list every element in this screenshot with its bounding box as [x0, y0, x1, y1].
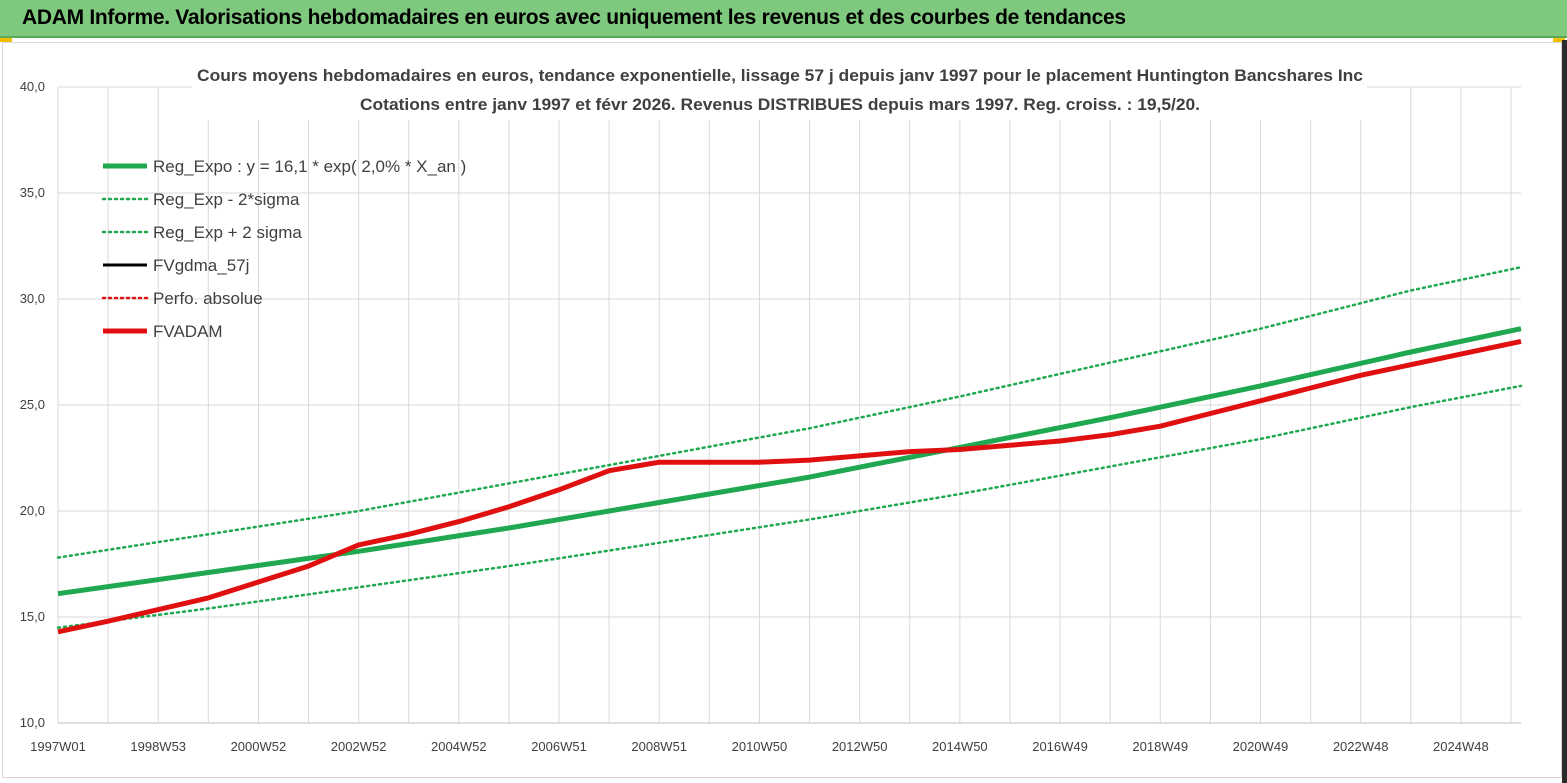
chart-title-line-1: Cours moyens hebdomadaires en euros, ten… — [197, 66, 1363, 85]
y-tick-label: 25,0 — [20, 397, 45, 412]
chart-title-line-2: Cotations entre janv 1997 et févr 2026. … — [360, 95, 1200, 114]
series-lines — [56, 265, 1523, 635]
x-tick-label: 2020W49 — [1233, 739, 1289, 754]
y-tick-label: 35,0 — [20, 185, 45, 200]
report-title: ADAM Informe. Valorisations hebdomadaire… — [22, 6, 1126, 29]
y-tick-label: 15,0 — [20, 609, 45, 624]
x-tick-label: 2010W50 — [732, 739, 788, 754]
chart-frame — [2, 42, 1562, 778]
x-tick-label: 2012W50 — [832, 739, 888, 754]
y-tick-label: 40,0 — [20, 79, 45, 94]
x-tick-label: 2018W49 — [1132, 739, 1188, 754]
report-banner: ADAM Informe. Valorisations hebdomadaire… — [0, 0, 1567, 38]
legend-label: Perfo. absolue — [153, 289, 263, 308]
x-tick-label: 2000W52 — [231, 739, 287, 754]
x-axis-ticks: 1997W01 1998W53 2000W52 2002W52 2004W52 2006W… — [30, 739, 1489, 754]
y-tick-label: 30,0 — [20, 291, 45, 306]
legend: Reg_Expo : y = 16,1 * exp( 2,0% * X_an )… — [101, 157, 466, 341]
legend-label: Reg_Exp + 2 sigma — [153, 223, 302, 242]
subtitle-background — [192, 62, 1367, 120]
series-line-0 — [57, 326, 1522, 597]
x-tick-label: 1998W53 — [130, 739, 186, 754]
x-tick-label: 2024W48 — [1433, 739, 1489, 754]
series-line-1 — [56, 384, 1523, 629]
legend-label: FVgdma_57j — [153, 256, 249, 275]
x-tick-label: 2016W49 — [1032, 739, 1088, 754]
x-tick-label: 1997W01 — [30, 739, 86, 754]
y-tick-label: 10,0 — [20, 715, 45, 730]
legend-label: Reg_Expo : y = 16,1 * exp( 2,0% * X_an ) — [153, 157, 466, 176]
grid-lines — [57, 86, 1521, 724]
y-tick-label: 20,0 — [20, 503, 45, 518]
x-tick-label: 2008W51 — [631, 739, 687, 754]
y-axis-ticks: 10,0 15,0 20,0 25,0 30,0 35,0 40,0 — [20, 79, 45, 730]
corner-marker-right — [1553, 38, 1565, 42]
series-line-2 — [56, 265, 1523, 559]
x-tick-label: 2006W51 — [531, 739, 587, 754]
legend-label: Reg_Exp - 2*sigma — [153, 190, 300, 209]
series-line-5 — [57, 338, 1522, 635]
corner-marker-left — [0, 38, 12, 42]
legend-label: FVADAM — [153, 322, 223, 341]
x-tick-label: 2022W48 — [1333, 739, 1389, 754]
x-tick-label: 2004W52 — [431, 739, 487, 754]
x-tick-label: 2002W52 — [331, 739, 387, 754]
x-tick-label: 2014W50 — [932, 739, 988, 754]
window-edge — [1562, 40, 1567, 783]
